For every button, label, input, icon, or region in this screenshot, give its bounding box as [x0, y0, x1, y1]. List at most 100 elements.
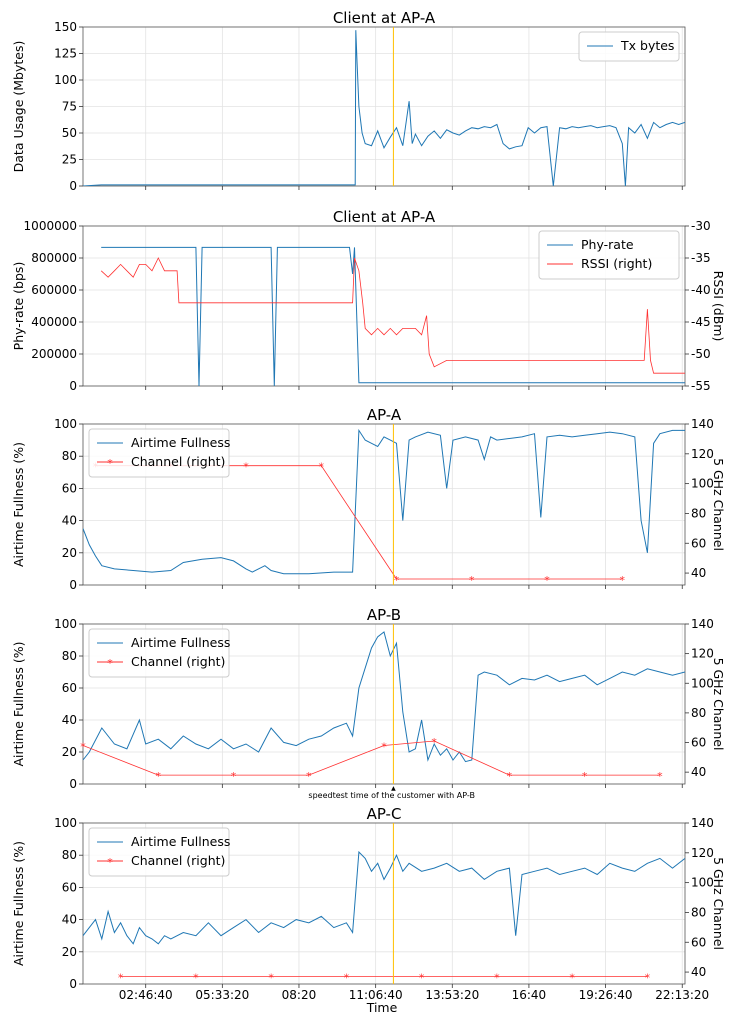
plot-frame — [82, 623, 686, 785]
series-line-left — [101, 246, 685, 386]
legend: Airtime Fullness * Channel (right) — [88, 628, 230, 678]
series-line-right — [100, 257, 685, 374]
y-axis-label: Data Usage (Mbytes) — [11, 41, 26, 173]
tick-label-y: 50 — [62, 126, 77, 140]
chart-panel-1: 0 25 50 75 100 125 150 Client at AP-A Data Usage… — [11, 9, 686, 193]
tick-label-y: 0 — [69, 179, 77, 193]
tick-label-y-right: 60 — [691, 536, 706, 550]
legend-box — [538, 230, 680, 280]
channel-marker: * — [118, 972, 124, 985]
channel-marker: * — [544, 574, 550, 587]
tick-label-y: 20 — [62, 945, 77, 959]
tick-label-y: 80 — [62, 848, 77, 862]
y-axis-label: Airtime Fullness (%) — [11, 442, 26, 567]
tick-label-y-right: 120 — [691, 647, 714, 661]
series-line-left — [83, 428, 685, 575]
tick-label-y: 200000 — [31, 347, 77, 361]
tick-label-y: 80 — [62, 449, 77, 463]
tick-label-y-right: 40 — [691, 765, 706, 779]
chart-panel-5: 0 20 40 60 80 100 40 60 80 100 120 140 AP-C Airtime F… — [11, 805, 726, 1015]
legend-marker: * — [107, 657, 113, 670]
legend: Phy-rate RSSI (right) — [538, 230, 680, 280]
y-axis-label: Airtime Fullness (%) — [11, 841, 26, 966]
tick-label-y: 150 — [54, 20, 77, 34]
channel-marker: * — [469, 574, 475, 587]
chart-title: Client at AP-A — [333, 208, 436, 226]
annotation-arrow: ▲ — [391, 785, 396, 792]
channel-marker: * — [620, 574, 626, 587]
tick-label-y-right: 40 — [691, 965, 706, 979]
y-axis-label: Phy-rate (bps) — [11, 262, 26, 351]
chart-title: AP-A — [367, 406, 402, 424]
chart-title: Client at AP-A — [333, 9, 436, 27]
series-line-right — [83, 740, 660, 776]
tick-label-y: 40 — [62, 913, 77, 927]
tick-label-y-right: 80 — [691, 905, 706, 919]
legend-label: Airtime Fullness — [131, 435, 230, 450]
tick-label-y: 60 — [62, 681, 77, 695]
tick-label-y-right: 100 — [691, 477, 714, 491]
channel-marker: * — [319, 461, 325, 474]
tick-label-y-right: -40 — [691, 283, 711, 297]
legend-box — [88, 628, 230, 678]
tick-label-y-right: 120 — [691, 447, 714, 461]
legend-box — [88, 428, 230, 478]
tick-label-x: 19:26:40 — [579, 988, 633, 1002]
tick-label-x: 05:33:20 — [195, 988, 249, 1002]
tick-label-y-right: -45 — [691, 315, 711, 329]
tick-label-y-right: -50 — [691, 347, 711, 361]
tick-label-y: 100 — [54, 73, 77, 87]
channel-marker: * — [645, 972, 651, 985]
tick-label-y: 125 — [54, 47, 77, 61]
legend-marker: * — [107, 457, 113, 470]
legend-marker: * — [107, 856, 113, 869]
legend-label: Phy-rate — [581, 237, 634, 252]
channel-marker: * — [657, 770, 663, 783]
tick-label-y: 0 — [69, 977, 77, 991]
tick-label-y-right: -30 — [691, 219, 711, 233]
channel-marker: * — [193, 972, 199, 985]
y-axis-label-right: RSSI (dBm) — [711, 271, 726, 342]
channel-marker: * — [306, 770, 312, 783]
y-axis-label-right: 5 GHz Channel — [711, 458, 726, 551]
chart-title: AP-C — [367, 805, 402, 823]
channel-marker: * — [344, 972, 350, 985]
series-line-left — [83, 631, 685, 763]
tick-label-y-right: 140 — [691, 816, 714, 830]
legend-label: Channel (right) — [131, 654, 225, 669]
tick-label-y: 25 — [62, 153, 77, 167]
plot-frame — [82, 225, 686, 387]
channel-marker: * — [507, 770, 513, 783]
channel-marker: * — [156, 770, 162, 783]
y-axis-label-right: 5 GHz Channel — [711, 857, 726, 950]
channel-marker: * — [431, 736, 437, 749]
channel-marker: * — [243, 461, 249, 474]
legend-label: Channel (right) — [131, 454, 225, 469]
tick-label-y: 800000 — [31, 251, 77, 265]
legend-label: Tx bytes — [620, 38, 674, 53]
tick-label-y-right: 40 — [691, 566, 706, 580]
chart-panel-4: 0 20 40 60 80 100 40 60 80 100 120 140 AP-B Airtime F… — [11, 606, 726, 800]
tick-label-x: 22:13:20 — [655, 988, 709, 1002]
legend-box — [88, 827, 230, 877]
legend-label: RSSI (right) — [581, 256, 652, 271]
channel-marker: * — [394, 574, 400, 587]
legend-label: Airtime Fullness — [131, 635, 230, 650]
tick-label-y-right: 60 — [691, 736, 706, 750]
series-line-left — [83, 30, 685, 186]
legend-box — [578, 31, 680, 62]
tick-label-y-right: -55 — [691, 379, 711, 393]
channel-marker: * — [381, 740, 387, 753]
tick-label-x: 16:40 — [512, 988, 547, 1002]
tick-label-y: 80 — [62, 649, 77, 663]
legend: Airtime Fullness * Channel (right) — [88, 827, 230, 877]
tick-label-y: 100 — [54, 617, 77, 631]
tick-label-y: 60 — [62, 880, 77, 894]
tick-label-y: 60 — [62, 481, 77, 495]
tick-label-y: 100 — [54, 816, 77, 830]
legend-label: Airtime Fullness — [131, 834, 230, 849]
plot-frame — [82, 822, 686, 985]
tick-label-y-right: 80 — [691, 506, 706, 520]
y-axis-label: Airtime Fullness (%) — [11, 642, 26, 767]
